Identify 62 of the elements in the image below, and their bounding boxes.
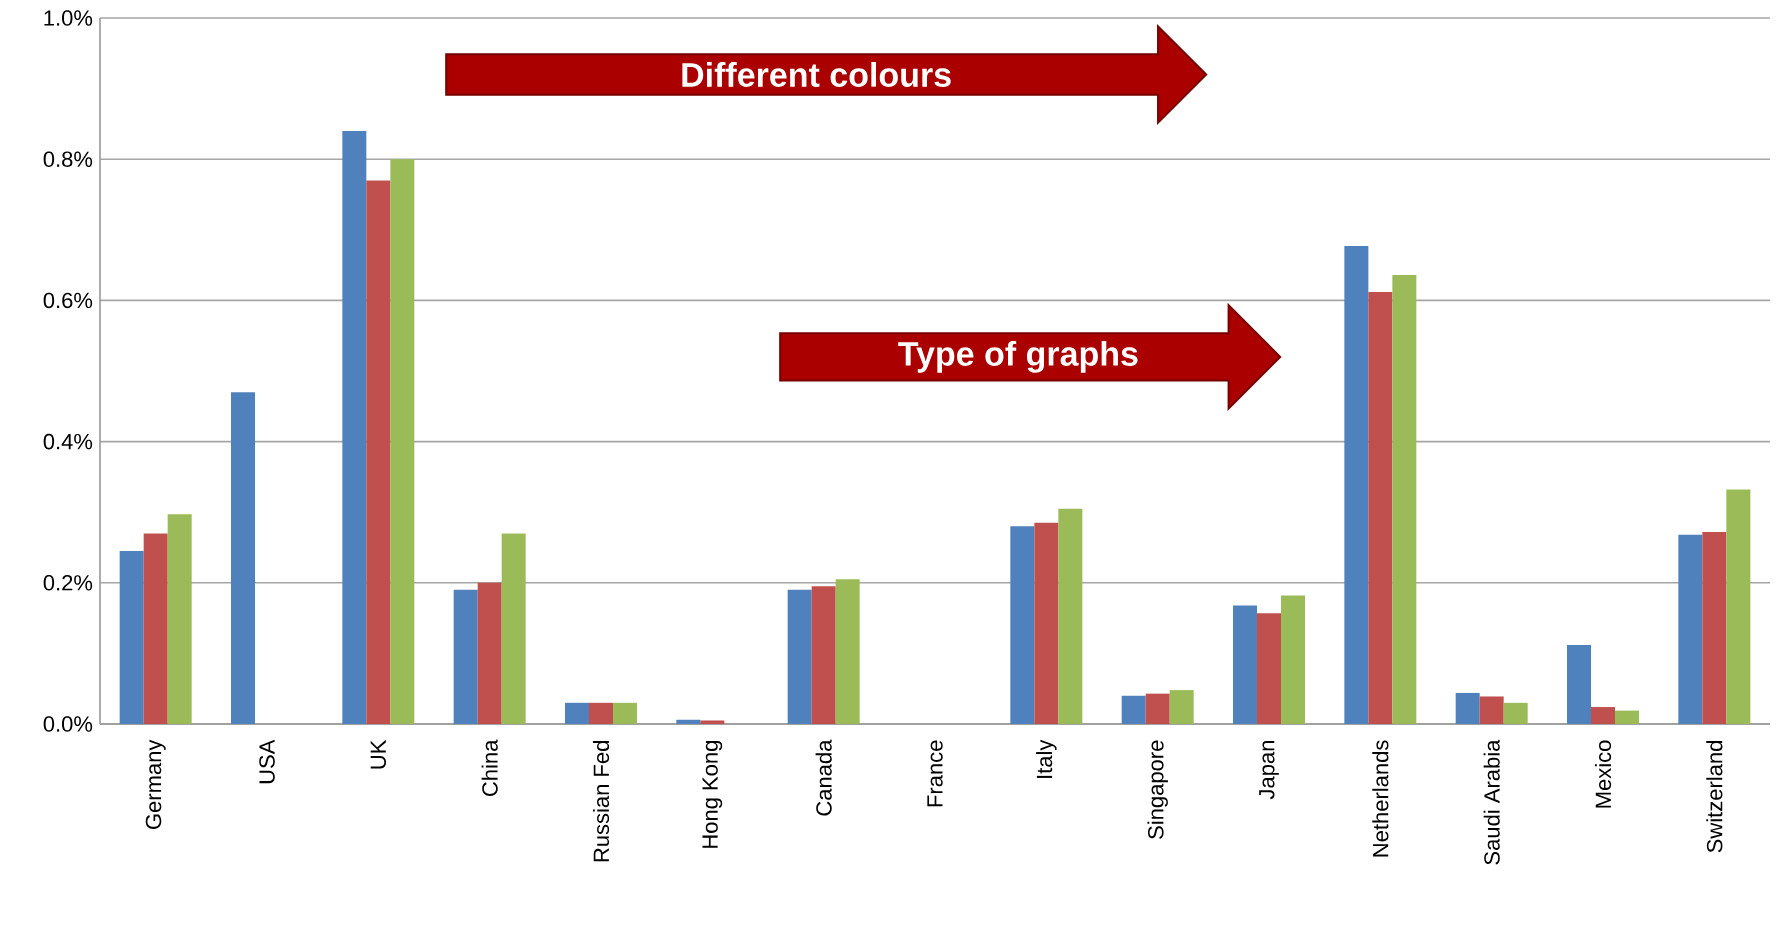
bar (613, 702, 638, 724)
bar (119, 551, 144, 724)
bar (1726, 489, 1751, 724)
x-tick-label: USA (259, 739, 275, 784)
bar (1121, 695, 1146, 724)
bar (1169, 690, 1194, 724)
x-tick-label: Germany (145, 739, 166, 829)
bar (1615, 710, 1640, 724)
y-tick-label: 1.0% (44, 10, 93, 26)
x-tick-label: Russian Fed (592, 741, 610, 862)
x-tick-label: Canada (815, 739, 832, 816)
bar (366, 180, 391, 724)
bar (1392, 274, 1417, 724)
bar (835, 579, 860, 724)
x-tick-label: Italy (1036, 739, 1057, 778)
bar (453, 589, 478, 724)
bar (477, 582, 502, 724)
x-tick-label: Switzerland (1706, 741, 1723, 853)
y-tick-label: 0.6% (43, 292, 93, 309)
y-tick-label: 0.0% (43, 716, 93, 732)
bar (231, 392, 256, 724)
bar (167, 514, 192, 724)
bar (1010, 526, 1035, 724)
bar (1233, 605, 1258, 724)
bar (700, 720, 725, 724)
bar (1567, 644, 1592, 724)
bar (787, 589, 812, 724)
bar (1368, 291, 1393, 724)
bar (1257, 613, 1282, 724)
bar (1344, 246, 1369, 724)
x-tick-label: France (927, 740, 943, 807)
x-tick-label: Singapore (1147, 740, 1168, 839)
bar (1034, 522, 1059, 724)
bar (676, 719, 701, 724)
y-tick-label: 0.8% (43, 151, 93, 167)
y-tick-label: 0.2% (43, 575, 93, 591)
bar (565, 702, 590, 724)
x-tick-label: China (481, 739, 498, 796)
bar (1281, 595, 1306, 724)
bar (1145, 693, 1170, 724)
bar (390, 159, 415, 724)
y-tick-label: 0.4% (43, 433, 93, 450)
bar (501, 533, 526, 724)
bar (1678, 534, 1703, 724)
x-tick-label: Hong Kong (702, 741, 723, 848)
bar (1702, 531, 1727, 724)
x-tick-label: Japan (1259, 741, 1279, 800)
bar (1479, 696, 1504, 724)
x-tick-label: Saudi Arabia (1483, 739, 1500, 865)
bar (143, 533, 168, 724)
bar (811, 586, 836, 724)
x-tick-label: Mexico (1594, 740, 1612, 808)
x-tick-label: UK (370, 739, 387, 769)
bar (589, 702, 614, 724)
bar (342, 130, 367, 724)
annotation: Type of graphs (898, 340, 1138, 373)
annotation: Different colours (682, 62, 951, 87)
bar (1058, 508, 1083, 724)
bar (1591, 707, 1616, 724)
bar (1503, 702, 1528, 724)
x-tick-label: Netherlands (1372, 740, 1389, 857)
bar (1455, 692, 1480, 724)
